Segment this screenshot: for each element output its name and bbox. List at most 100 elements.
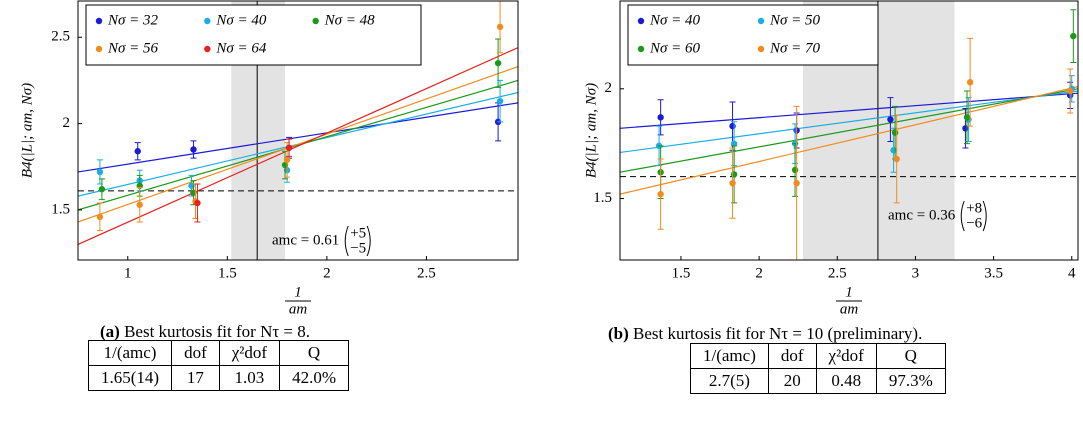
table-cell: 97.3%: [875, 368, 946, 394]
fit-line: [78, 47, 518, 246]
data-point: [494, 59, 502, 67]
x-tick-label: 4: [1068, 265, 1076, 281]
header-cell: χ²dof: [815, 343, 877, 369]
legend-marker: [95, 17, 103, 25]
data-point: [98, 186, 106, 193]
caption: (a) Best kurtosis fit for Nτ = 8.: [100, 322, 310, 342]
caption-tag: (a): [100, 322, 120, 341]
x-tick-label: 3: [912, 265, 920, 281]
header-cell: dof: [171, 340, 220, 366]
y-tick-label: 1.5: [593, 190, 612, 206]
annotation-plus: +5: [350, 225, 366, 241]
x-label-denominator: am: [840, 301, 859, 317]
data-point: [496, 23, 504, 31]
y-tick-label: 2: [63, 115, 71, 131]
data-point: [793, 179, 800, 187]
data-point: [1070, 32, 1077, 40]
y-tick-label: 1.5: [51, 201, 70, 217]
x-tick-label: 1.5: [218, 265, 237, 281]
results-table: 1/(amc) dof χ²dof Q 1.65(14) 17 1.03 42.0%: [87, 340, 349, 391]
legend-label: Nσ = 40: [649, 12, 701, 28]
x-tick-label: 3.5: [984, 265, 1003, 281]
caption-tag: (b): [608, 324, 629, 343]
paren: [982, 200, 987, 232]
x-tick-label: 2: [755, 265, 763, 281]
data-point: [730, 140, 738, 147]
legend-marker: [312, 17, 319, 25]
annotation: amc = 0.36: [888, 207, 956, 223]
y-label: B4(|L|; am, Nσ): [583, 83, 599, 178]
fit-line: [78, 66, 518, 223]
data-point: [893, 155, 900, 163]
fit-line: [620, 86, 1078, 195]
data-point: [285, 144, 293, 151]
table-cell: 0.48: [815, 368, 877, 394]
data-point: [96, 168, 104, 176]
fit-line: [620, 90, 1078, 154]
caption-text: Best kurtosis fit for Nτ = 8.: [124, 322, 311, 341]
data-point: [729, 179, 736, 187]
header-cell: 1/(amc): [690, 343, 769, 369]
legend-label: Nσ = 60: [649, 40, 701, 56]
data-point: [190, 146, 197, 153]
x-tick-label: 1: [124, 265, 132, 281]
header-cell: Q: [279, 340, 349, 366]
header-row: 1/(amc) dof χ²dof Q: [690, 343, 946, 369]
data-point: [496, 97, 504, 105]
fit-line: [78, 102, 518, 173]
data-point: [963, 114, 971, 121]
header-cell: 1/(amc): [87, 340, 173, 366]
data-point: [657, 114, 664, 121]
legend-label: Nσ = 70: [769, 40, 821, 56]
table-cell: 42.0%: [279, 365, 349, 391]
x-tick-label: 1.5: [672, 265, 691, 281]
y-tick-label: 2: [605, 80, 613, 96]
results-table: 1/(amc) dof χ²dof Q 2.7(5) 20 0.48 97.3%: [690, 343, 946, 394]
chart: 1.5 2 2.5 3 3.5 4 1.5 2 1am B4(|L|; am, Nσ) Nσ = 4…: [583, 0, 1079, 317]
y-label: B4(|L|; am, Nσ): [19, 83, 35, 178]
plot-frame: [77, 0, 519, 261]
x-tick-label: 2.5: [828, 265, 847, 281]
legend-marker: [757, 45, 765, 53]
legend-marker: [637, 17, 645, 25]
data-point: [729, 122, 736, 130]
table-row: 1.65(14) 17 1.03 42.0%: [87, 365, 349, 391]
legend-label: Nσ = 32: [107, 12, 159, 28]
paren: [960, 200, 965, 232]
legend-marker: [204, 45, 211, 53]
data-point: [891, 129, 899, 136]
data-point: [657, 190, 664, 198]
y-tick-label: 2.5: [51, 29, 70, 45]
data-point: [887, 116, 894, 123]
data-point: [134, 148, 141, 155]
annotation-plus: +8: [966, 200, 982, 216]
legend-label: Nσ = 50: [769, 12, 821, 28]
data-point: [730, 171, 738, 178]
x-label-numerator: 1: [294, 284, 302, 300]
x-label-numerator: 1: [845, 284, 853, 300]
legend-label: Nσ = 48: [324, 12, 376, 28]
plot-frame: [619, 0, 1079, 261]
annotation: amc = 0.61: [272, 232, 339, 248]
legend-marker: [204, 17, 211, 25]
data-point: [194, 199, 201, 207]
legend-label: Nσ = 56: [107, 40, 159, 56]
table-cell: 2.7(5): [690, 368, 769, 394]
paren: [344, 225, 349, 257]
table-cell: 17: [171, 365, 220, 391]
legend-box: [85, 4, 422, 66]
x-tick-label: 2.5: [417, 265, 436, 281]
data-point: [96, 213, 104, 221]
table-cell: 1.65(14): [87, 365, 173, 391]
legend-box: [627, 4, 879, 66]
table-cell: 1.03: [218, 365, 281, 391]
fit-line: [620, 92, 1078, 129]
table-row: 2.7(5) 20 0.48 97.3%: [690, 368, 946, 394]
header-cell: χ²dof: [218, 340, 281, 366]
annotation-minus: −5: [350, 240, 366, 256]
x-label-denominator: am: [289, 301, 308, 317]
data-point: [791, 166, 799, 174]
